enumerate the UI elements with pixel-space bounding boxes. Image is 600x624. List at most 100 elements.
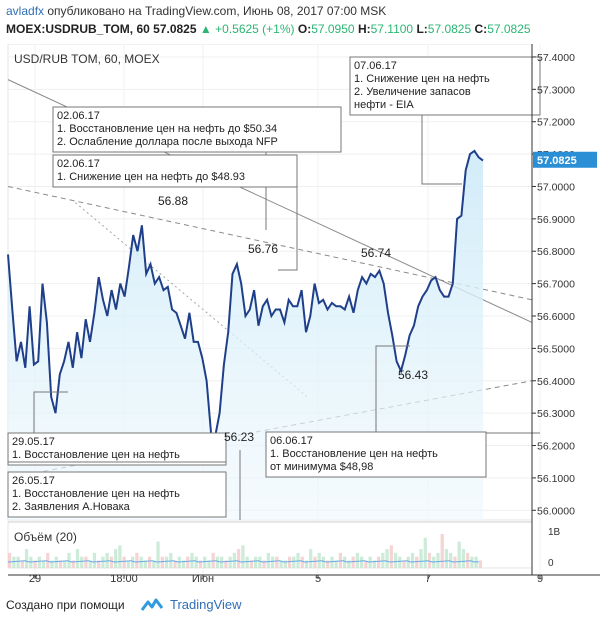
volume-bar bbox=[84, 556, 88, 568]
close-value: 57.0825 bbox=[487, 22, 531, 36]
price-tick-label: 56.3000 bbox=[537, 408, 575, 420]
volume-bar bbox=[33, 560, 37, 568]
annotation-box bbox=[7, 471, 227, 518]
volume-bar bbox=[266, 552, 270, 568]
volume-bar bbox=[253, 556, 258, 568]
annotation-line: 02.06.17 bbox=[57, 110, 100, 122]
volume-bar bbox=[109, 556, 114, 568]
volume-bar bbox=[143, 560, 147, 568]
volume-bar bbox=[75, 549, 80, 568]
publish-info: avladfx опубликовано на TradingView.com,… bbox=[6, 4, 386, 18]
volume-bar bbox=[228, 556, 232, 568]
price-tick-label: 56.2000 bbox=[537, 441, 575, 453]
annotation-line: 1. Снижение цен на нефть bbox=[354, 73, 490, 85]
volume-bar bbox=[16, 556, 20, 568]
volume-bar bbox=[338, 552, 343, 568]
current-price-tag bbox=[533, 151, 597, 168]
volume-bar bbox=[135, 552, 139, 568]
price-tick-label: 56.0000 bbox=[537, 505, 575, 517]
last-price: 57.0825 bbox=[153, 22, 197, 36]
symbol-name: MOEX:USDRUB_TOM, 60 bbox=[6, 22, 150, 36]
volume-bar bbox=[37, 556, 41, 568]
price-tick-label: 56.5000 bbox=[537, 343, 575, 355]
volume-bar bbox=[245, 556, 249, 568]
price-tick-label: 56.6000 bbox=[537, 311, 575, 323]
annotation-connector bbox=[375, 345, 410, 432]
extreme-price-label: 56.74 bbox=[361, 246, 391, 260]
extreme-price-label: 56.23 bbox=[224, 430, 254, 444]
volume-bar bbox=[232, 552, 237, 568]
time-tick-label: 5 bbox=[315, 573, 321, 585]
annotation-line: 1. Снижение цен на нефть до $48.93 bbox=[57, 171, 245, 183]
volume-bar bbox=[203, 556, 207, 568]
volume-bar bbox=[147, 556, 152, 568]
volume-bar bbox=[275, 556, 279, 568]
volume-bar bbox=[461, 549, 466, 568]
volume-bar bbox=[419, 549, 423, 568]
price-tick-label: 57.3000 bbox=[537, 84, 575, 96]
volume-bar bbox=[300, 556, 304, 568]
annotation-line: 1. Восстановление цен на нефть bbox=[12, 449, 180, 461]
volume-bar bbox=[283, 560, 287, 568]
volume-bar bbox=[186, 556, 190, 568]
trendline-dotted bbox=[75, 202, 308, 398]
volume-bar bbox=[406, 556, 410, 568]
author-link[interactable]: avladfx bbox=[6, 4, 45, 18]
tradingview-brand[interactable]: TradingView bbox=[170, 597, 242, 612]
volume-bar bbox=[12, 556, 16, 568]
time-tick-label: 9 bbox=[537, 573, 543, 585]
volume-pane: Объём (20) 1B 0 bbox=[7, 521, 561, 569]
volume-bar bbox=[97, 560, 101, 568]
price-line bbox=[7, 149, 484, 438]
symbol-info: MOEX:USDRUB_TOM, 60 57.0825 ▲ +0.5625 (+… bbox=[6, 22, 531, 36]
time-tick-label: 29 bbox=[29, 573, 41, 585]
time-axis: 29 18:00 Июн 5 7 9 bbox=[8, 573, 600, 585]
annotation-line: 07.06.17 bbox=[354, 60, 397, 72]
annotation-box bbox=[52, 154, 298, 188]
annotation-box bbox=[52, 106, 342, 153]
volume-bar bbox=[304, 560, 309, 568]
volume-bar bbox=[415, 556, 419, 568]
price-tick-label: 56.7000 bbox=[537, 279, 575, 291]
volume-bar bbox=[385, 549, 389, 568]
volume-bar bbox=[198, 560, 203, 568]
extreme-price-label: 56.88 bbox=[158, 194, 188, 208]
chart-title: USD/RUB TOM, 60, MOEX bbox=[14, 52, 160, 66]
price-tick-label: 56.1000 bbox=[537, 473, 575, 485]
volume-bar bbox=[364, 560, 368, 568]
volume-bar bbox=[457, 541, 461, 568]
volume-bar bbox=[317, 552, 321, 568]
volume-bar bbox=[360, 556, 364, 568]
volume-axis-label: 1B bbox=[548, 527, 561, 538]
annotation-line: 29.05.17 bbox=[12, 436, 55, 448]
volume-bar bbox=[194, 556, 198, 568]
annotation-box bbox=[7, 432, 227, 466]
volume-bar bbox=[237, 549, 241, 568]
volume-bar bbox=[126, 560, 130, 568]
volume-bar bbox=[181, 560, 186, 568]
volume-bar bbox=[427, 552, 432, 568]
volume-ma-line bbox=[7, 560, 479, 563]
price-tick-label: 57.2000 bbox=[537, 117, 575, 129]
volume-bar bbox=[334, 560, 338, 568]
price-change: +0.5625 (+1%) bbox=[215, 22, 295, 36]
volume-bar bbox=[169, 552, 173, 568]
chart-header: avladfx опубликовано на TradingView.com,… bbox=[0, 0, 600, 44]
annotation-box bbox=[265, 431, 487, 478]
volume-bar bbox=[92, 552, 97, 568]
volume-bar bbox=[436, 552, 440, 568]
volume-bar bbox=[58, 560, 63, 568]
price-labels: 56.88 56.76 56.74 56.23 56.43 bbox=[158, 194, 540, 520]
low-label: L: bbox=[416, 22, 428, 36]
price-tick-label: 56.8000 bbox=[537, 246, 575, 258]
annotation-line: от минимума $48,98 bbox=[270, 461, 373, 473]
volume-bar bbox=[389, 545, 393, 568]
annotation-connector bbox=[33, 391, 68, 433]
volume-bar bbox=[224, 560, 228, 568]
volume-bar bbox=[41, 560, 46, 568]
volume-bar bbox=[410, 552, 415, 568]
footer: Создано при помощи TradingView bbox=[0, 588, 600, 624]
volume-bar bbox=[164, 556, 169, 568]
current-price-label: 57.0825 bbox=[537, 155, 577, 167]
